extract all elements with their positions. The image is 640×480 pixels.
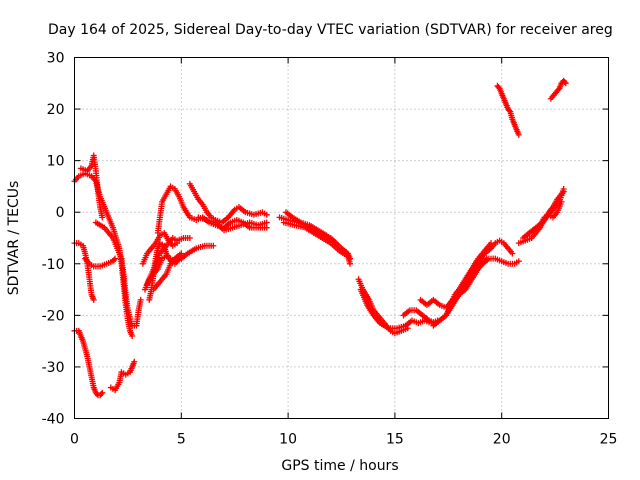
data-series [357,286,441,332]
x-tick-label: 5 [177,432,186,448]
data-point-marker [555,86,562,93]
data-series [547,77,569,102]
data-series [77,152,106,221]
data-series [92,219,144,329]
data-point-marker [178,250,185,257]
y-tick-label: -10 [42,257,65,273]
data-point-marker [263,224,270,231]
data-series [430,240,495,329]
y-tick-label: 10 [47,154,65,170]
data-point-marker [111,256,118,263]
data-series [494,82,522,138]
data-series [473,255,522,267]
data-point-marker [263,211,270,218]
y-axis-label: SDTVAR / TECUs [6,181,22,296]
y-tick-label: -20 [42,308,65,324]
data-point-marker [98,391,105,398]
data-point-marker [137,296,144,303]
data-point-marker [562,80,569,87]
x-axis-label: GPS time / hours [281,458,398,474]
x-tick-label: 15 [386,432,404,448]
grid-lines [74,57,609,419]
data-point-marker [515,131,522,138]
data-series [150,250,185,293]
x-tick-label: 10 [279,432,297,448]
data-point-marker [112,255,119,262]
data-point-marker [488,240,495,247]
data-point-marker [332,240,339,247]
chart-title: Day 164 of 2025, Sidereal Day-to-day VTE… [48,22,613,38]
data-point-marker [131,358,138,365]
data-point-marker [186,235,193,241]
data-series [282,209,339,247]
data-point-marker [558,198,565,205]
data-point-marker [509,250,516,257]
data-point-marker [210,242,217,249]
data-series [139,229,181,267]
data-series [71,327,106,399]
plot-frame [74,57,609,419]
data-point-marker [347,260,354,267]
y-tick-label: -40 [42,412,65,428]
y-tick-label: -30 [42,360,65,376]
data-series [526,198,565,236]
data-point-marker [560,186,567,193]
x-tick-label: 0 [70,432,79,448]
data-point-marker [99,389,106,396]
x-tick-label: 25 [600,432,618,448]
axis-ticks: 0 5 10 15 20 25 30 20 10 0 -10 -20 -30 -40 [42,51,618,448]
data-point-marker [506,107,513,114]
data-points [71,77,569,399]
data-series [280,219,354,267]
data-point-marker [515,258,522,265]
data-point-marker [263,219,270,226]
y-tick-label: 30 [47,51,65,67]
data-point-marker [495,84,502,91]
data-series [195,214,270,234]
data-point-marker [90,296,97,303]
data-series [71,170,136,339]
data-series [82,255,119,270]
data-point-marker [129,332,136,339]
data-series [154,183,270,236]
y-tick-label: 20 [47,102,65,118]
data-series [107,358,138,394]
data-point-marker [99,214,106,221]
x-tick-label: 20 [493,432,511,448]
data-point-marker [174,240,181,247]
y-tick-label: 0 [56,205,65,221]
data-series [71,240,97,303]
data-series [186,180,270,226]
data-point-marker [561,78,568,85]
